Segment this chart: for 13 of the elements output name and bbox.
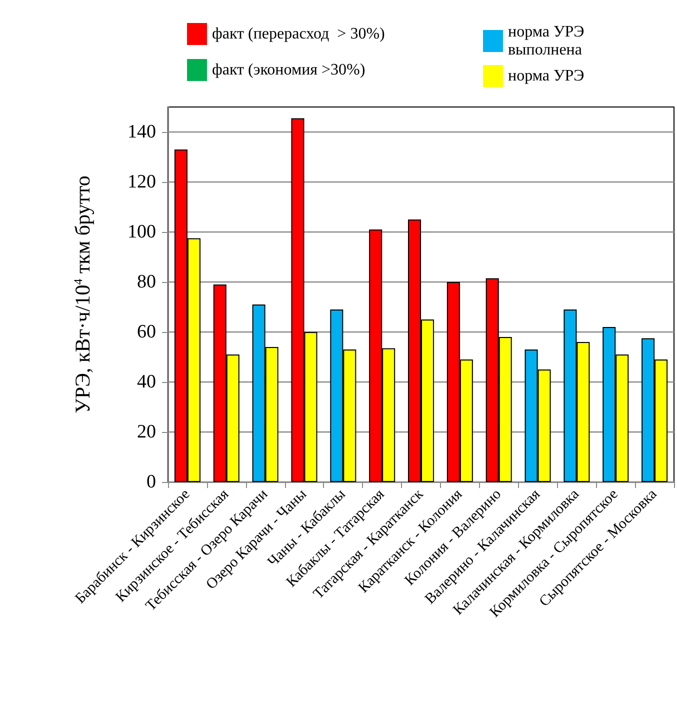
- y-axis-title: УРЭ, кВт·ч/104 ткм брутто: [70, 176, 94, 414]
- y-tick-label: 40: [137, 372, 156, 392]
- y-tick-label: 140: [128, 122, 156, 142]
- y-tick-label: 60: [137, 322, 156, 342]
- legend-label: факт (экономия >30%): [212, 62, 366, 78]
- legend-label: факт (перерасход > 30%): [212, 26, 385, 42]
- y-tick-label: 0: [146, 472, 156, 492]
- legend-label: норма УРЭ выполнена: [508, 24, 584, 58]
- legend-label: норма УРЭ: [508, 68, 584, 84]
- y-tick-label: 120: [128, 172, 156, 192]
- y-tick-label: 20: [137, 422, 156, 442]
- y-tick-label: 80: [137, 272, 156, 292]
- y-tick-label: 100: [128, 222, 156, 242]
